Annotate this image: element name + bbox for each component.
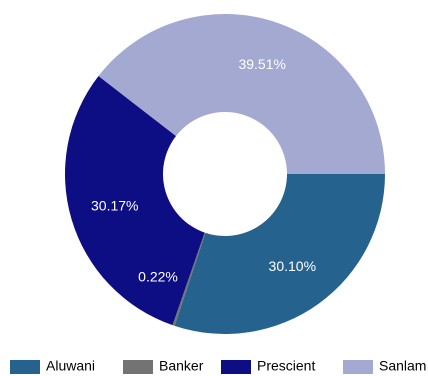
slice-label-banker: 0.22% xyxy=(138,269,178,285)
legend-item-sanlam: Sanlam xyxy=(343,358,426,374)
donut-slices xyxy=(64,14,385,334)
slice-sanlam xyxy=(98,14,385,175)
legend-swatch-sanlam xyxy=(343,360,373,374)
legend-item-banker: Banker xyxy=(123,358,204,374)
slice-label-sanlam: 39.51% xyxy=(238,56,285,72)
legend-label-banker: Banker xyxy=(159,358,204,374)
slice-label-prescient: 30.17% xyxy=(91,197,138,213)
legend-swatch-banker xyxy=(123,360,153,374)
legend: Aluwani Banker Prescient Sanlam xyxy=(10,358,426,374)
legend-swatch-prescient xyxy=(221,360,251,374)
slice-label-aluwani: 30.10% xyxy=(269,258,316,274)
legend-label-sanlam: Sanlam xyxy=(379,358,426,374)
legend-item-prescient: Prescient xyxy=(221,358,315,374)
slice-labels: 30.10% 0.22% 30.17% 39.51% xyxy=(91,56,316,285)
slice-aluwani xyxy=(174,174,385,334)
slice-prescient xyxy=(64,76,205,326)
legend-item-aluwani: Aluwani xyxy=(10,358,95,374)
legend-label-prescient: Prescient xyxy=(257,358,315,374)
slice-banker xyxy=(172,232,206,326)
legend-label-aluwani: Aluwani xyxy=(46,358,95,374)
legend-swatch-aluwani xyxy=(10,360,40,374)
